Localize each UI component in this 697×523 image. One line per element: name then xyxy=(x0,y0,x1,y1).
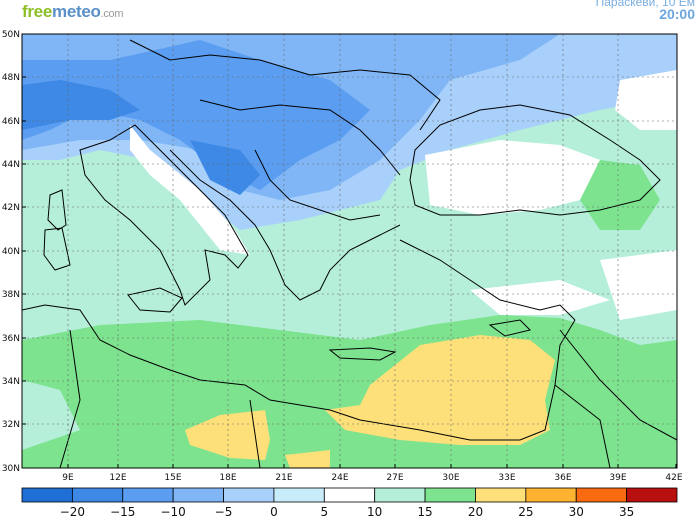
legend-label: −15 xyxy=(110,505,135,519)
legend-swatch xyxy=(223,487,275,503)
legend-swatch xyxy=(626,487,678,503)
lon-label: 9E xyxy=(62,473,74,483)
lon-label: 27E xyxy=(386,473,403,483)
lon-label: 12E xyxy=(109,473,126,483)
lat-label: 44N xyxy=(2,160,20,170)
legend-swatch xyxy=(424,487,476,503)
lat-label: 30N xyxy=(2,464,20,474)
lon-label: 30E xyxy=(442,473,459,483)
legend-label: −10 xyxy=(160,505,185,519)
lat-label: 48N xyxy=(2,73,20,83)
legend-label: 20 xyxy=(468,505,483,519)
longitude-labels: 9E 12E 15E 18E 21E 24E 27E 30E 33E 36E 3… xyxy=(62,473,683,483)
legend-label: 15 xyxy=(417,505,432,519)
logo-part-free: free xyxy=(22,2,52,21)
legend-label: −5 xyxy=(215,505,233,519)
legend-label: −20 xyxy=(60,505,85,519)
forecast-date: Параскеви, 10 Ём xyxy=(595,0,695,9)
legend-swatch xyxy=(21,487,73,503)
legend-label: 35 xyxy=(619,505,634,519)
lat-label: 50N xyxy=(2,30,20,40)
legend-swatch xyxy=(475,487,527,503)
lon-label: 18E xyxy=(219,473,236,483)
forecast-time: 20:00 xyxy=(659,6,695,22)
tick-marks xyxy=(22,33,677,469)
latitude-labels: 50N 48N 46N 44N 42N 40N 38N 36N 34N 32N … xyxy=(2,30,20,474)
legend-swatch xyxy=(122,487,174,503)
legend-label: 10 xyxy=(367,505,382,519)
freemeteo-logo[interactable]: freemeteo.com xyxy=(22,2,124,22)
grid-lines xyxy=(22,34,677,468)
legend-swatch xyxy=(323,487,376,503)
legend-label: 5 xyxy=(320,505,328,519)
lat-label: 40N xyxy=(2,247,20,257)
legend-swatch xyxy=(525,487,577,503)
coastlines xyxy=(22,39,677,468)
lon-label: 36E xyxy=(554,473,571,483)
lon-label: 24E xyxy=(331,473,348,483)
lat-label: 36N xyxy=(2,334,20,344)
lon-label: 21E xyxy=(275,473,292,483)
lon-label: 39E xyxy=(609,473,626,483)
lon-label: 33E xyxy=(498,473,515,483)
lat-label: 32N xyxy=(2,420,20,430)
legend-label: 0 xyxy=(270,505,278,519)
legend-colorbar xyxy=(21,487,678,503)
legend-swatch xyxy=(273,487,325,503)
lat-label: 38N xyxy=(2,290,20,300)
lat-label: 42N xyxy=(2,203,20,213)
legend-swatch xyxy=(575,487,628,503)
legend-swatch xyxy=(172,487,224,503)
legend-label: 25 xyxy=(518,505,533,519)
logo-part-com: .com xyxy=(100,8,124,20)
legend-label: 30 xyxy=(569,505,584,519)
legend-labels: −20 −15 −10 −5 0 5 10 15 20 25 30 35 xyxy=(60,505,635,519)
lat-label: 46N xyxy=(2,117,20,127)
lon-label: 15E xyxy=(164,473,181,483)
lat-label: 34N xyxy=(2,377,20,387)
legend-swatch xyxy=(71,487,124,503)
logo-part-meteo: meteo xyxy=(52,2,101,21)
legend-swatch xyxy=(374,487,426,503)
lon-label: 42E xyxy=(665,473,682,483)
